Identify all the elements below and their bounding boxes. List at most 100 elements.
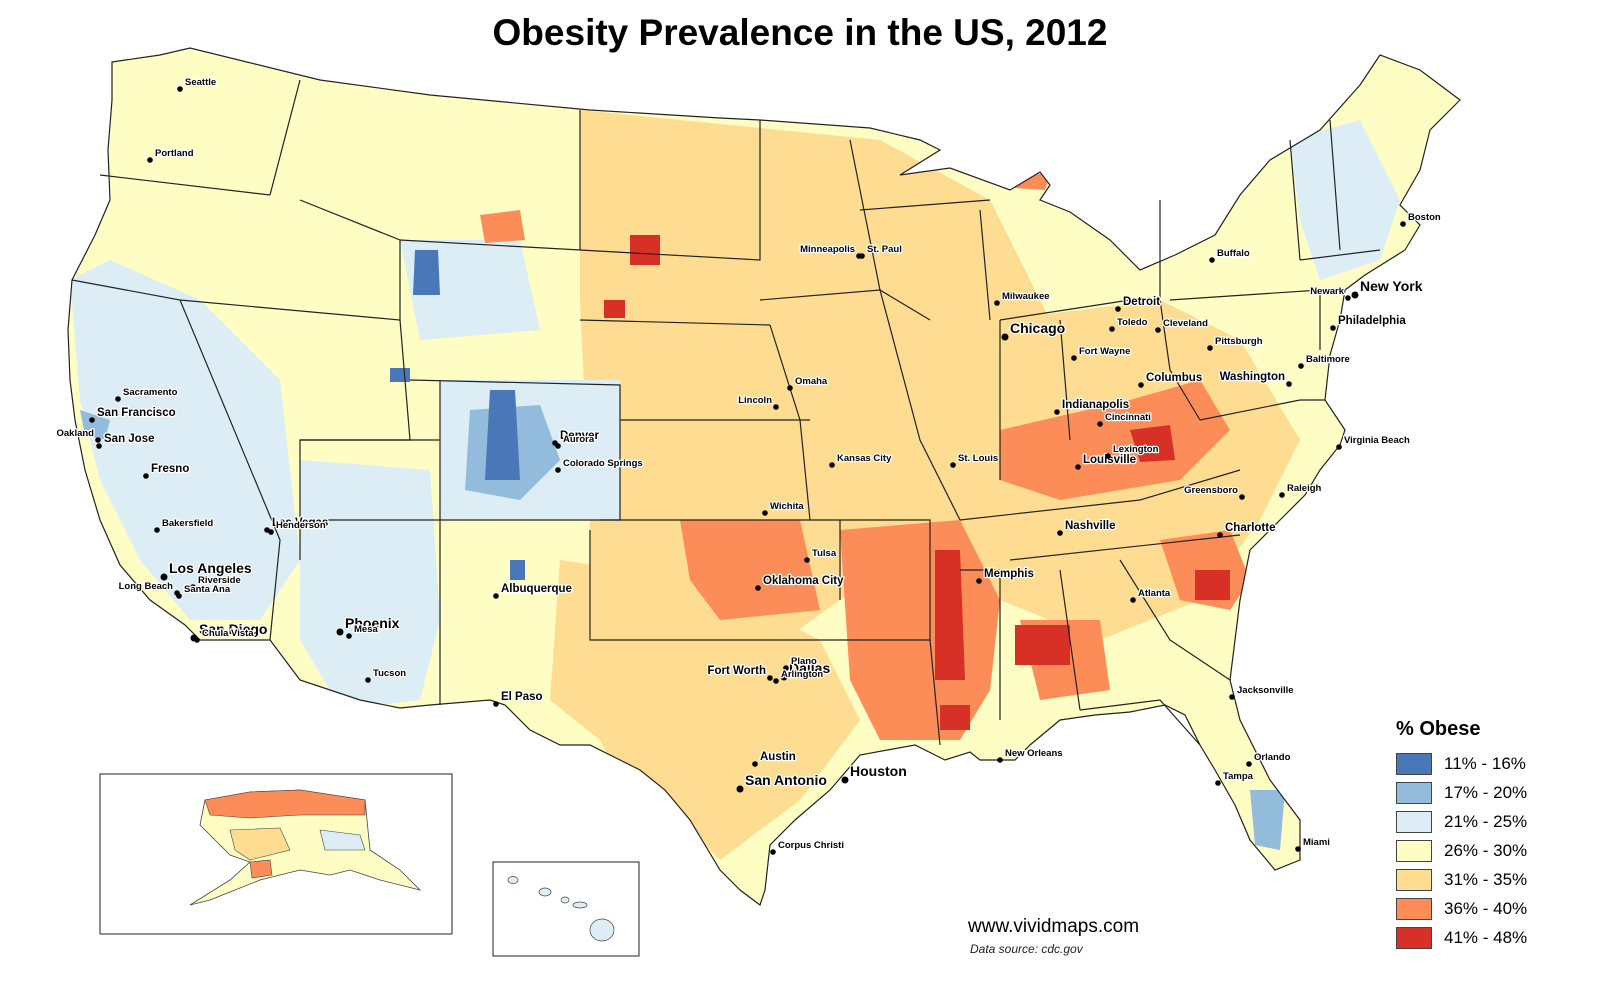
city-marker-tampa bbox=[1215, 780, 1221, 786]
city-marker-corpus-christi bbox=[770, 849, 776, 855]
city-marker-cincinnati bbox=[1097, 421, 1103, 427]
legend-label: 21% - 25% bbox=[1444, 811, 1528, 831]
city-label-nashville: Nashville bbox=[1065, 520, 1116, 532]
legend-item: 21% - 25% bbox=[1396, 807, 1527, 836]
city-marker-columbus bbox=[1138, 382, 1144, 388]
city-label-san-diego: San Diego bbox=[199, 621, 267, 637]
region-fill bbox=[1000, 380, 1230, 500]
legend-swatch bbox=[1396, 781, 1432, 804]
city-label-st-louis: St. Louis bbox=[958, 453, 998, 464]
city-marker-chula-vista bbox=[194, 637, 200, 643]
city-label-st-paul: St. Paul bbox=[867, 244, 902, 255]
city-marker-kansas-city bbox=[829, 462, 835, 468]
legend-swatch bbox=[1396, 868, 1432, 891]
city-label-tulsa: Tulsa bbox=[812, 548, 837, 559]
city-label-louisville: Louisville bbox=[1083, 454, 1136, 466]
city-label-san-francisco: San Francisco bbox=[97, 407, 176, 419]
city-label-fort-worth: Fort Worth bbox=[707, 665, 766, 677]
legend: % Obese 11% - 16% 17% - 20% 21% - 25% 26… bbox=[1396, 718, 1527, 952]
city-marker-raleigh bbox=[1279, 492, 1285, 498]
city-marker-wichita bbox=[762, 510, 768, 516]
city-label-oklahoma-city: Oklahoma City bbox=[763, 575, 844, 587]
city-label-mesa: Mesa bbox=[354, 624, 378, 635]
region-fill bbox=[1290, 120, 1400, 280]
city-label-omaha: Omaha bbox=[795, 376, 828, 387]
city-label-long-beach: Long Beach bbox=[119, 581, 174, 592]
data-source: Data source: cdc.gov bbox=[970, 942, 1083, 956]
city-marker-plano bbox=[783, 665, 789, 671]
region-fill bbox=[1250, 790, 1285, 850]
city-label-riverside: Riverside bbox=[198, 575, 241, 586]
city-marker-sacramento bbox=[115, 396, 121, 402]
city-marker-memphis bbox=[976, 578, 982, 584]
city-label-austin: Austin bbox=[760, 751, 796, 763]
city-label-sacramento: Sacramento bbox=[123, 387, 178, 398]
city-label-newark: Newark bbox=[1310, 286, 1345, 297]
legend-label: 31% - 35% bbox=[1444, 869, 1528, 889]
city-label-orlando: Orlando bbox=[1254, 752, 1291, 763]
legend-label: 17% - 20% bbox=[1444, 782, 1528, 802]
city-marker-newark bbox=[1345, 295, 1351, 301]
city-marker-buffalo bbox=[1209, 257, 1215, 263]
city-marker-santa-ana bbox=[176, 593, 182, 599]
region-fill bbox=[480, 210, 525, 243]
city-label-seattle: Seattle bbox=[185, 77, 216, 88]
map-title: Obesity Prevalence in the US, 2012 bbox=[492, 12, 1108, 53]
city-label-milwaukee: Milwaukee bbox=[1002, 291, 1050, 302]
legend-item: 26% - 30% bbox=[1396, 836, 1527, 865]
city-label-detroit: Detroit bbox=[1123, 296, 1160, 308]
city-marker-el-paso bbox=[493, 701, 499, 707]
city-label-columbus: Columbus bbox=[1146, 372, 1202, 384]
city-label-cincinnati: Cincinnati bbox=[1105, 412, 1151, 423]
city-marker-philadelphia bbox=[1330, 325, 1336, 331]
city-marker-chicago bbox=[1001, 333, 1009, 341]
city-label-las-vegas: Las Vegas bbox=[272, 517, 328, 529]
city-marker-dallas bbox=[780, 673, 788, 681]
city-marker-greensboro bbox=[1239, 494, 1245, 500]
city-marker-fort-wayne bbox=[1071, 355, 1077, 361]
city-label-san-antonio: San Antonio bbox=[745, 772, 827, 788]
city-marker-indianapolis bbox=[1054, 409, 1060, 415]
city-marker-los-angeles bbox=[160, 573, 168, 581]
region-fill bbox=[300, 460, 440, 705]
region-fill bbox=[80, 410, 110, 440]
city-marker-milwaukee bbox=[994, 300, 1000, 306]
region-fill bbox=[70, 260, 300, 620]
city-label-henderson: Henderson bbox=[276, 520, 326, 531]
region-fill bbox=[550, 560, 860, 860]
city-label-corpus-christi: Corpus Christi bbox=[778, 840, 844, 851]
city-marker-charlotte bbox=[1217, 532, 1223, 538]
city-label-washington: Washington bbox=[1220, 371, 1285, 383]
legend-label: 11% - 16% bbox=[1444, 753, 1526, 773]
region-fill bbox=[390, 368, 410, 382]
city-marker-fresno bbox=[143, 473, 149, 479]
city-label-santa-ana: Santa Ana bbox=[184, 584, 231, 595]
legend-item: 17% - 20% bbox=[1396, 778, 1527, 807]
city-marker-tulsa bbox=[804, 557, 810, 563]
legend-item: 41% - 48% bbox=[1396, 923, 1527, 952]
city-marker-colorado-springs bbox=[555, 467, 561, 473]
legend-swatch bbox=[1396, 897, 1432, 920]
city-marker-houston bbox=[841, 776, 849, 784]
city-label-miami: Miami bbox=[1303, 837, 1330, 848]
city-label-bakersfield: Bakersfield bbox=[162, 518, 213, 529]
city-marker-lincoln bbox=[773, 404, 779, 410]
website-credit: www.vividmaps.com bbox=[968, 916, 1140, 937]
city-label-philadelphia: Philadelphia bbox=[1338, 315, 1406, 327]
city-marker-virginia-beach bbox=[1336, 444, 1342, 450]
city-marker-orlando bbox=[1246, 761, 1252, 767]
city-marker-st-louis bbox=[950, 462, 956, 468]
city-marker-san-antonio bbox=[736, 785, 744, 793]
region-fill bbox=[485, 390, 520, 480]
city-label-tampa: Tampa bbox=[1223, 771, 1254, 782]
city-marker-new-york bbox=[1351, 291, 1359, 299]
hawaii-inset bbox=[507, 876, 615, 942]
alaska-inset bbox=[189, 789, 422, 906]
city-label-san-jose: San Jose bbox=[104, 433, 155, 445]
city-marker-fort-worth bbox=[767, 675, 773, 681]
region-fill bbox=[935, 550, 965, 680]
city-label-kansas-city: Kansas City bbox=[837, 453, 892, 464]
city-label-phoenix: Phoenix bbox=[345, 615, 400, 631]
city-marker-detroit bbox=[1115, 306, 1121, 312]
